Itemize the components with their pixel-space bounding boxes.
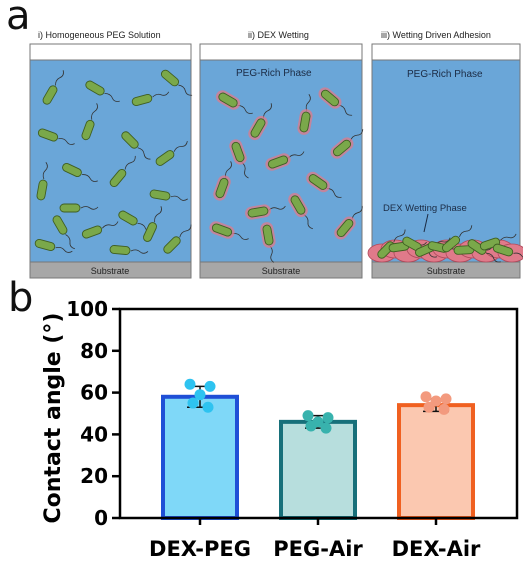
y-axis-ticks: 0 20 40 60 80 100 (66, 297, 120, 530)
stage-1-bacterium-6 (81, 103, 98, 141)
y-tick-label: 60 (80, 381, 108, 405)
y-tick-label: 0 (94, 506, 108, 530)
stage-1-bacterium-1 (42, 70, 64, 105)
stage-2-bacterium-12 (334, 205, 363, 240)
stage-1-bacterium-10 (109, 155, 136, 188)
panel-a-label: a (6, 0, 31, 39)
stage-1-bacterium-8 (155, 141, 188, 166)
stage-1-substrate-label: Substrate (91, 266, 130, 276)
stage-1-bacterium-3 (131, 91, 170, 107)
stage-2-bacterium-8 (306, 171, 342, 198)
y-tick-label: 20 (80, 464, 108, 488)
stage-2-title: ii) DEX Wetting (248, 30, 309, 40)
stage-2-bacterium-2 (318, 87, 353, 116)
bars (161, 378, 475, 520)
x-tick-label: DEX-Air (392, 537, 481, 561)
data-point (184, 378, 196, 390)
stage-2-container: PEG-Rich Phase Substrate (199, 43, 364, 279)
data-point (187, 397, 199, 409)
stage-2-substrate (199, 261, 363, 279)
plot-frame (118, 307, 519, 520)
bar-dex-peg (161, 394, 239, 520)
bar-dex-air (397, 403, 475, 520)
data-point (438, 403, 450, 415)
data-point (204, 380, 216, 392)
stage-1-bacterium-19 (163, 224, 192, 254)
stage-2-bacterium-10 (288, 192, 313, 230)
bar-peg-air (279, 419, 357, 520)
stage-3-bacterium-9 (479, 233, 517, 251)
stage-1-bacterium-2 (85, 80, 120, 102)
contact-angle-chart: Contact angle (°) 0 20 40 60 80 100 DEX-PEG PE… (41, 297, 519, 561)
y-axis-label: Contact angle (°) (41, 313, 66, 524)
data-point (440, 393, 452, 405)
stage-2-substrate-label: Substrate (262, 266, 301, 276)
stage-1-container: Substrate (29, 43, 193, 279)
data-point (302, 410, 314, 422)
stage-2-bacterium-11 (245, 204, 286, 220)
stage-3-air (371, 43, 521, 61)
data-point (430, 395, 442, 407)
wetting-diagram: Substrate PEG-Rich Phase Substrate PEG-R… (29, 43, 523, 279)
y-tick-label: 40 (80, 422, 108, 446)
stage-1-bacteria (34, 69, 193, 255)
stage-3-phase-label: PEG-Rich Phase (407, 69, 483, 80)
stage-1-bacterium-7 (121, 131, 151, 160)
stage-2-bacterium-9 (213, 161, 232, 201)
x-tick-label: PEG-Air (273, 537, 363, 561)
stage-1-bacterium-15 (81, 221, 119, 239)
data-point (423, 401, 435, 413)
data-point (420, 391, 432, 403)
stage-1-bacterium-4 (160, 69, 193, 96)
stage-1-bacterium-20 (52, 215, 75, 250)
data-point (194, 389, 206, 401)
y-tick-label: 100 (66, 297, 108, 321)
stage-1-bacterium-12 (149, 189, 188, 201)
stage-2-air (199, 43, 363, 61)
stage-3-container: PEG-Rich Phase DEX Wetting Phase Substra… (367, 43, 523, 279)
stage-2-bacterium-6 (330, 129, 364, 159)
stage-1-bacterium-9 (62, 163, 98, 182)
stage-1-air (29, 43, 192, 61)
dex-wetting-phase-label: DEX Wetting Phase (383, 203, 467, 214)
dex-wetting-pointer (423, 213, 429, 233)
stage-3-title: iii) Wetting Driven Adhesion (381, 30, 491, 40)
stage-2-phase-label: PEG-Rich Phase (236, 68, 312, 79)
x-axis-tick-labels: DEX-PEG PEG-Air DEX-Air (149, 518, 481, 561)
stage-2-bacterium-4 (297, 94, 313, 135)
stage-1-bacterium-11 (36, 162, 48, 201)
stage-2-bacterium-1 (215, 90, 253, 114)
stage-2-bacterium-5 (229, 139, 249, 179)
stage-3-solution (371, 59, 521, 263)
stage-1-substrate (29, 261, 192, 279)
stage-1-bacterium-13 (59, 203, 99, 213)
dex-wetting-layer (367, 225, 523, 263)
stage-3-substrate-label: Substrate (427, 266, 466, 276)
stage-1-bacterium-5 (37, 128, 75, 145)
stage-3-bacterium-10 (492, 243, 523, 260)
y-tick-label: 80 (80, 339, 108, 363)
stage-3-bacterium-8 (467, 239, 501, 263)
stage-2-bacteria (209, 87, 364, 263)
data-point (202, 401, 214, 413)
data-point (305, 420, 317, 432)
stage-3-bacterium-6 (441, 225, 473, 253)
stage-1-title: i) Homogeneous PEG Solution (38, 30, 161, 40)
stage-1-bacterium-16 (143, 206, 162, 242)
stage-2-bacterium-3 (248, 103, 272, 141)
data-point (320, 422, 332, 434)
stage-1-bacterium-17 (34, 238, 73, 253)
panel-b-label: b (8, 275, 34, 321)
data-point (322, 412, 334, 424)
stage-2-bacterium-13 (260, 222, 276, 263)
stage-2-bacterium-7 (265, 151, 305, 171)
stage-3-substrate (371, 261, 521, 279)
stage-2-bacterium-14 (209, 221, 249, 240)
x-tick-label: DEX-PEG (149, 537, 251, 561)
stage-1-bacterium-18 (109, 245, 149, 255)
